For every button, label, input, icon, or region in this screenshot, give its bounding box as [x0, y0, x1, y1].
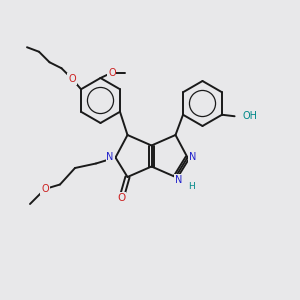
Text: O: O	[108, 68, 116, 78]
Text: N: N	[106, 152, 114, 163]
Text: N: N	[175, 175, 182, 185]
Text: O: O	[41, 184, 49, 194]
Text: N: N	[189, 152, 197, 163]
Text: OH: OH	[243, 111, 258, 121]
Text: O: O	[68, 74, 76, 84]
Text: O: O	[117, 193, 126, 203]
Text: H: H	[188, 182, 194, 191]
